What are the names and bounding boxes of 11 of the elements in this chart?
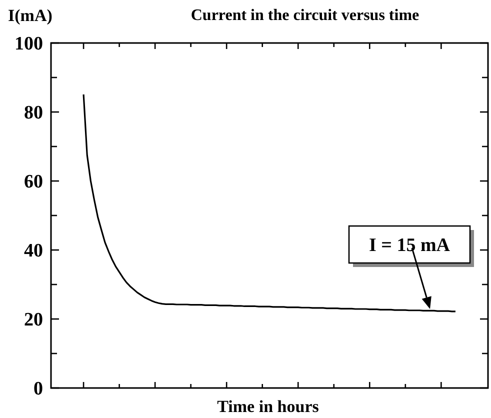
y-tick-label: 80	[24, 102, 43, 124]
line-series	[82, 94, 456, 312]
y-tick-label: 0	[34, 378, 43, 400]
y-tick-label: 40	[24, 240, 43, 262]
x-axis-title: Time in hours	[217, 397, 320, 416]
y-tick-label: 20	[24, 310, 43, 331]
y-tick-label: 60	[24, 172, 43, 193]
y-tick-label: 100	[14, 34, 43, 55]
chart-title: Current in the circuit versus time	[190, 7, 420, 24]
annotation: I = 15 mA	[368, 235, 450, 256]
y-axis-title: I(mA)	[8, 6, 52, 25]
